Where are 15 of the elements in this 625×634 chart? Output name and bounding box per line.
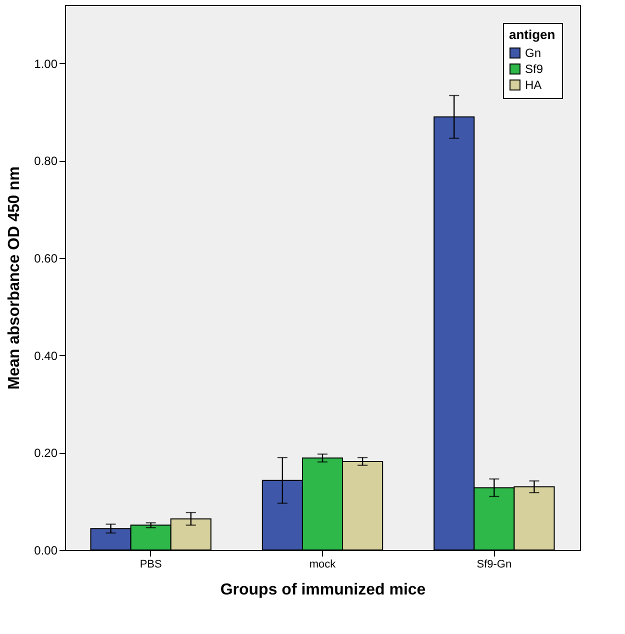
y-tick-label: 0.00 [34,544,58,558]
x-tick-label: Sf9-Gn [476,558,512,570]
x-tick-label: PBS [140,558,162,570]
y-tick-label: 0.20 [34,446,58,460]
legend-label: Sf9 [525,62,544,76]
y-tick-label: 1.00 [34,56,58,71]
x-tick-label: mock [309,558,336,570]
x-axis-title: Groups of immunized mice [220,582,426,598]
y-tick-label: 0.40 [34,348,58,363]
legend-label: HA [525,78,542,92]
legend-title: antigen [509,27,556,42]
y-tick-label: 0.80 [34,154,58,168]
y-tick-label: 0.60 [34,252,58,266]
y-axis-title: Mean absorbance OD 450 nm [6,166,24,390]
legend-label: Gn [525,46,542,60]
